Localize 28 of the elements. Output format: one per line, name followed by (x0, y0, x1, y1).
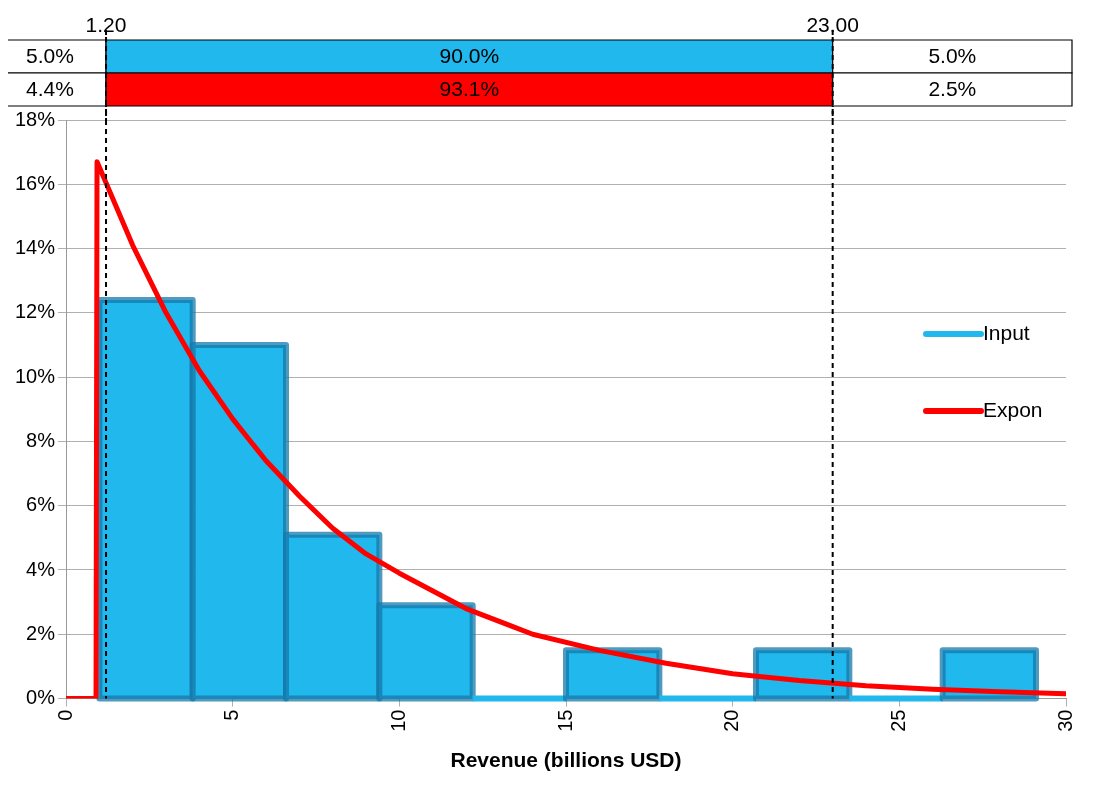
y-tick-label: 16% (15, 171, 56, 194)
x-tick-label: 10 (386, 709, 409, 732)
y-tick-label: 2% (26, 621, 56, 644)
y-tick-label: 12% (15, 300, 56, 323)
x-tick-label: 15 (553, 709, 576, 732)
y-tick-label: 14% (15, 236, 56, 259)
y-tick-label: 10% (15, 364, 56, 387)
x-tick-label: 5 (220, 709, 243, 721)
y-tick-label: 8% (26, 428, 56, 451)
ref-line-label: 23.00 (806, 12, 859, 36)
x-axis-title: Revenue (billions USD) (450, 748, 682, 772)
x-tick-label: 20 (720, 709, 743, 732)
text: 93.1% (439, 77, 500, 101)
text: 5.0% (26, 44, 74, 68)
y-tick-label: 6% (26, 493, 56, 516)
y-tick-label: 18% (15, 107, 56, 130)
x-tick-label: 30 (1053, 709, 1076, 732)
text: 2.5% (928, 77, 977, 101)
text: 5.0% (928, 44, 977, 68)
text: 4.4% (26, 77, 74, 101)
legend-label: Expon (983, 397, 1043, 421)
ref-line-label: 1.20 (85, 12, 127, 36)
x-tick-label: 25 (886, 709, 909, 732)
legend-label: Input (983, 320, 1030, 344)
y-tick-label: 4% (26, 557, 56, 580)
y-tick-label: 0% (26, 686, 56, 709)
x-tick-label: 0 (53, 709, 76, 721)
text: 90.0% (439, 44, 500, 68)
